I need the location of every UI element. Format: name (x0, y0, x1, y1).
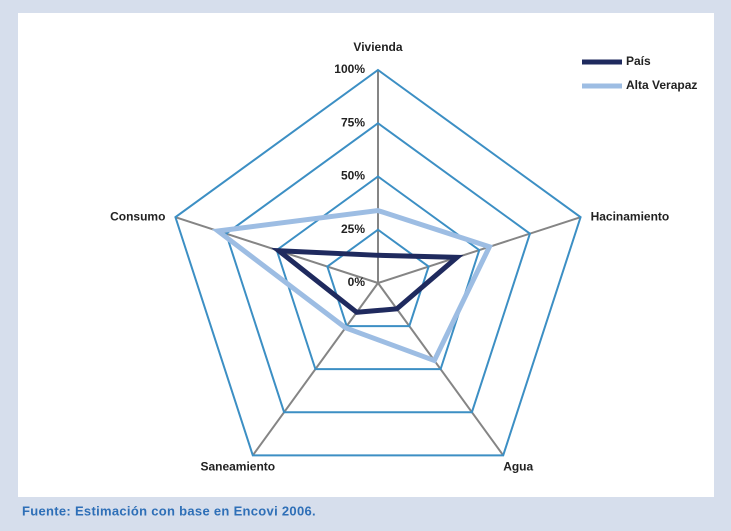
r-tick-label: 75% (341, 115, 365, 129)
legend-label: País (626, 54, 651, 68)
category-label: Consumo (110, 209, 165, 223)
r-tick-label: 25% (341, 222, 365, 236)
grid-ring (174, 68, 582, 457)
grid-ring (326, 228, 430, 328)
category-label: Agua (503, 459, 533, 473)
grid-ring (224, 122, 532, 414)
r-tick-label: 50% (341, 169, 365, 183)
legend-label: Alta Verapaz (626, 78, 697, 92)
category-label: Vivienda (353, 40, 402, 54)
category-label: Hacinamiento (591, 209, 670, 223)
r-tick-label: 0% (348, 275, 366, 289)
series-line (211, 208, 493, 364)
series-line (271, 247, 464, 315)
r-tick-label: 100% (334, 62, 365, 76)
source-note: Fuente: Estimación con base en Encovi 20… (22, 503, 316, 518)
category-label: Saneamiento (200, 459, 275, 473)
